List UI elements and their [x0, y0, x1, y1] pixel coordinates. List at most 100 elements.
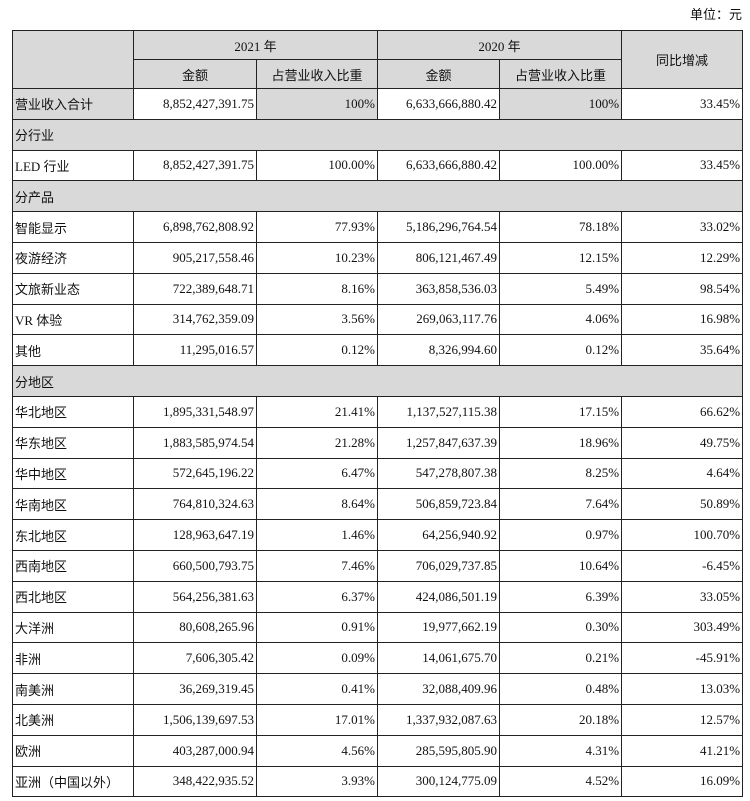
share-2020: 4.31% [499, 734, 623, 767]
amount-2021: 128,963,647.19 [133, 519, 257, 551]
share-2020: 7.64% [499, 488, 623, 521]
yoy-change: 35.64% [621, 334, 744, 367]
yoy-change: 303.49% [621, 611, 744, 644]
yoy-change: 33.45% [621, 149, 744, 182]
amount-2021: 1,506,139,697.53 [133, 703, 257, 736]
row-label: 华中地区 [12, 457, 134, 490]
share-2020: 20.18% [499, 703, 623, 736]
yoy-change: 41.21% [621, 734, 744, 767]
amount-2021: 1,883,585,974.54 [133, 426, 257, 459]
table-row: 北美洲 1,506,139,697.53 17.01% 1,337,932,087.6… [12, 703, 744, 736]
table-row: 华南地区 764,810,324.63 8.64% 506,859,723.84 7.6… [12, 488, 744, 521]
amount-2020: 506,859,723.84 [377, 488, 501, 521]
yoy-change: 100.70% [621, 519, 744, 551]
total-row: 营业收入合计 8,852,427,391.75 100% 6,633,666,880.… [12, 88, 744, 120]
row-label: 欧洲 [12, 734, 134, 767]
amount-2021: 403,287,000.94 [133, 734, 257, 767]
table-row: 西南地区 660,500,793.75 7.46% 706,029,737.85 10.… [12, 549, 744, 582]
amount-2020: 1,257,847,637.39 [377, 426, 501, 459]
row-label: 非洲 [12, 642, 134, 675]
row-label: 文旅新业态 [12, 272, 134, 305]
share-2020: 0.30% [499, 611, 623, 644]
share-2020: 100.00% [499, 149, 623, 182]
row-label: 华南地区 [12, 488, 134, 521]
share-2020: 0.12% [499, 334, 623, 367]
amount-2021: 764,810,324.63 [133, 488, 257, 521]
row-label: 亚洲（中国以外） [12, 765, 134, 798]
yoy-change: 33.05% [621, 580, 744, 613]
table-row: 南美洲 36,269,319.45 0.41% 32,088,409.96 0.48% 1… [12, 673, 744, 705]
share-2021: 3.93% [255, 765, 379, 798]
yoy-change: 49.75% [621, 426, 744, 459]
table-row: 欧洲 403,287,000.94 4.56% 285,595,805.90 4.31%… [12, 734, 744, 767]
amount-2020: 64,256,940.92 [377, 519, 501, 551]
unit-label: 单位：元 [689, 7, 742, 22]
row-label: 夜游经济 [12, 241, 134, 274]
amount-2020: 1,137,527,115.38 [377, 395, 501, 428]
amount-2021: 572,645,196.22 [133, 457, 257, 490]
amount-2020: 5,186,296,764.54 [377, 211, 501, 243]
amount-2021: 1,895,331,548.97 [133, 395, 257, 428]
header-amount-2020: 金额 [377, 59, 501, 89]
share-2021: 7.46% [255, 549, 379, 582]
amount-2020: 547,278,807.38 [377, 457, 501, 490]
header-2020: 2020 年 [377, 30, 623, 60]
share-2020: 17.15% [499, 395, 623, 428]
yoy-change: 33.02% [621, 211, 744, 243]
header-row-metrics: 金额 占营业收入比重 金额 占营业收入比重 [13, 59, 743, 89]
row-label: 华北地区 [12, 395, 134, 428]
share-2020: 10.64% [499, 549, 623, 582]
amount-2020: 806,121,467.49 [377, 241, 501, 274]
row-label: 西北地区 [12, 580, 134, 613]
yoy-change: 12.29% [621, 241, 744, 274]
amount-2020: 269,063,117.76 [377, 303, 501, 336]
table-row: 智能显示 6,898,762,808.92 77.93% 5,186,296,764.… [12, 211, 744, 243]
row-label: LED 行业 [12, 149, 134, 182]
share-2021: 100% [255, 88, 379, 120]
yoy-change: 50.89% [621, 488, 744, 521]
yoy-change: -45.91% [621, 642, 744, 675]
amount-2021: 36,269,319.45 [133, 673, 257, 705]
row-label: 营业收入合计 [12, 88, 134, 120]
share-2020: 18.96% [499, 426, 623, 459]
share-2021: 3.56% [255, 303, 379, 336]
share-2021: 0.41% [255, 673, 379, 705]
share-2020: 5.49% [499, 272, 623, 305]
amount-2020: 706,029,737.85 [377, 549, 501, 582]
row-label: 北美洲 [12, 703, 134, 736]
share-2021: 100.00% [255, 149, 379, 182]
amount-2021: 6,898,762,808.92 [133, 211, 257, 243]
table-row: LED 行业 8,852,427,391.75 100.00% 6,633,666,8… [12, 149, 744, 182]
share-2021: 6.37% [255, 580, 379, 613]
amount-2020: 300,124,775.09 [377, 765, 501, 798]
amount-2020: 14,061,675.70 [377, 642, 501, 675]
table-row: 文旅新业态 722,389,648.71 8.16% 363,858,536.03 5.… [12, 272, 744, 305]
table-row: 东北地区 128,963,647.19 1.46% 64,256,940.92 0.97… [12, 519, 744, 551]
amount-2021: 905,217,558.46 [133, 241, 257, 274]
amount-2021: 11,295,016.57 [133, 334, 257, 367]
section-row: 分地区 [11, 365, 744, 397]
amount-2020: 6,633,666,880.42 [377, 88, 501, 120]
row-label: VR 体验 [12, 303, 134, 336]
share-2021: 0.91% [255, 611, 379, 644]
share-2020: 78.18% [499, 211, 623, 243]
amount-2021: 722,389,648.71 [133, 272, 257, 305]
table-row: 夜游经济 905,217,558.46 10.23% 806,121,467.49 12… [12, 241, 744, 274]
header-2021: 2021 年 [132, 30, 379, 60]
amount-2021: 348,422,935.52 [133, 765, 257, 798]
amount-2020: 6,633,666,880.42 [377, 149, 501, 182]
revenue-breakdown-table: 2021 年 2020 年 同比增减 金额 占营业收入比重 金额 占营业收入比重… [11, 30, 744, 798]
share-2021: 6.47% [255, 457, 379, 490]
row-label: 东北地区 [12, 519, 134, 551]
table-row: 亚洲（中国以外） 348,422,935.52 3.93% 300,124,775.0… [12, 765, 744, 798]
amount-2021: 80,608,265.96 [133, 611, 257, 644]
header-amount-2021: 金额 [133, 59, 257, 89]
yoy-change: 16.98% [621, 303, 744, 336]
amount-2020: 32,088,409.96 [377, 673, 501, 705]
amount-2021: 564,256,381.63 [133, 580, 257, 613]
header-share-2020: 占营业收入比重 [499, 59, 623, 89]
yoy-change: 33.45% [621, 88, 744, 120]
amount-2021: 8,852,427,391.75 [133, 88, 257, 120]
amount-2021: 314,762,359.09 [133, 303, 257, 336]
row-label: 华东地区 [12, 426, 134, 459]
